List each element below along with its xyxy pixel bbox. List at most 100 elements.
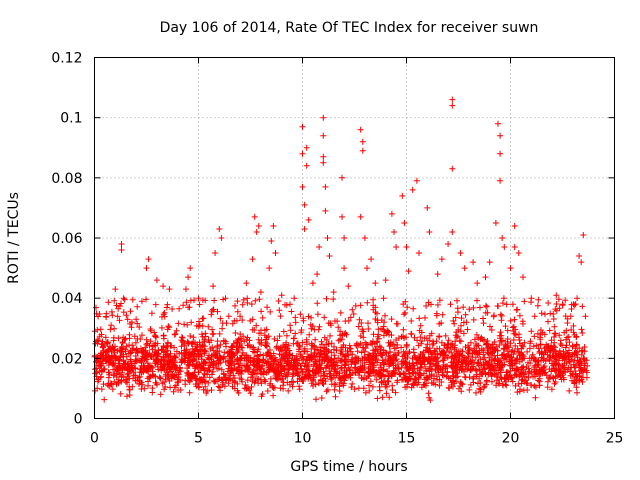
data-point	[360, 334, 367, 341]
data-point	[100, 366, 107, 373]
data-point	[202, 297, 209, 304]
data-point	[514, 389, 521, 396]
data-point	[276, 333, 283, 340]
data-point	[537, 334, 543, 341]
data-point	[497, 329, 504, 336]
data-point	[422, 314, 428, 321]
data-point	[294, 355, 301, 362]
data-point	[316, 353, 323, 360]
data-point	[393, 337, 399, 343]
data-point	[366, 387, 373, 394]
data-point	[164, 326, 171, 333]
data-point	[135, 381, 142, 387]
data-point	[412, 370, 419, 377]
data-point	[273, 363, 280, 370]
data-point	[366, 373, 373, 380]
data-point	[183, 299, 190, 306]
data-point	[298, 327, 305, 333]
data-point	[332, 374, 339, 381]
data-point	[337, 375, 344, 382]
data-point	[208, 311, 215, 318]
data-point	[495, 120, 501, 127]
data-point	[332, 393, 339, 400]
data-point	[320, 159, 327, 166]
data-point	[497, 311, 504, 318]
data-point	[227, 376, 234, 383]
data-point	[297, 344, 303, 350]
data-point	[444, 363, 450, 370]
data-point	[94, 378, 101, 385]
data-point	[195, 380, 202, 387]
data-point	[255, 223, 262, 229]
data-point	[96, 362, 103, 369]
data-point	[204, 368, 211, 375]
data-point	[164, 372, 171, 379]
data-point	[433, 312, 440, 319]
data-point	[372, 280, 379, 287]
data-point	[425, 299, 432, 306]
data-point	[189, 345, 196, 352]
data-point	[357, 213, 364, 220]
data-point	[462, 344, 469, 350]
data-point	[210, 306, 217, 313]
data-point	[449, 102, 456, 109]
data-point	[301, 345, 308, 352]
data-point	[252, 370, 258, 377]
data-point	[162, 383, 169, 390]
data-point	[303, 336, 310, 343]
data-point	[235, 363, 242, 370]
data-point	[503, 356, 510, 363]
data-point	[525, 374, 532, 381]
data-point	[160, 332, 167, 339]
data-point	[318, 360, 325, 367]
data-point	[398, 344, 405, 351]
data-point	[504, 338, 511, 345]
data-point	[134, 303, 141, 310]
data-point	[363, 341, 370, 348]
data-point	[457, 250, 464, 256]
data-point	[97, 363, 104, 370]
data-point	[401, 311, 408, 318]
data-point	[301, 226, 308, 232]
data-point	[257, 376, 264, 383]
data-point	[437, 351, 444, 358]
x-tick-labels: 0 5 10 15 20 25	[90, 431, 623, 447]
data-point	[512, 382, 519, 389]
data-point	[243, 280, 250, 287]
data-point	[534, 302, 541, 309]
data-point	[208, 371, 215, 378]
data-point	[538, 310, 545, 317]
data-point	[331, 352, 338, 359]
data-point	[117, 353, 124, 359]
data-point	[359, 355, 366, 362]
data-point	[367, 366, 374, 373]
data-point	[405, 350, 412, 357]
data-point	[106, 354, 113, 361]
data-point	[342, 318, 349, 325]
data-point	[304, 372, 310, 379]
data-point	[452, 342, 458, 349]
data-point	[181, 341, 188, 347]
data-point	[156, 374, 163, 381]
data-point	[398, 333, 405, 340]
data-point	[193, 322, 200, 329]
data-point	[473, 373, 480, 380]
data-point	[499, 352, 506, 359]
data-point	[157, 391, 164, 398]
data-point	[323, 388, 330, 395]
data-point	[567, 372, 574, 379]
data-point	[383, 350, 390, 357]
data-point	[391, 229, 397, 235]
data-point	[473, 389, 479, 396]
data-point	[351, 386, 358, 393]
data-point	[95, 359, 102, 366]
data-point	[377, 373, 384, 379]
data-point	[209, 368, 216, 375]
data-point	[122, 364, 129, 371]
data-point	[228, 344, 235, 351]
data-point	[449, 96, 456, 103]
data-point	[320, 372, 327, 379]
data-point	[508, 354, 515, 361]
data-point	[507, 317, 514, 324]
data-point	[436, 382, 443, 389]
